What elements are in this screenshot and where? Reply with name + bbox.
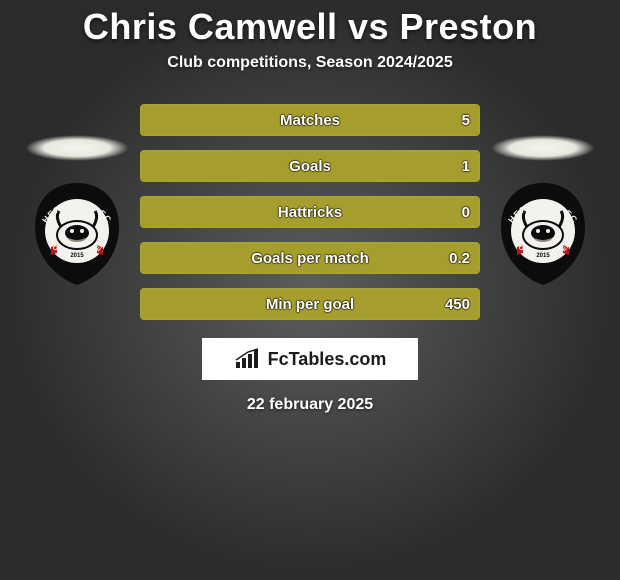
bar-value-right: 1: [462, 158, 470, 175]
club-crest-right: HEREFORD FC FOREVER UNITED 2015: [493, 179, 593, 289]
stat-bar: Matches 5: [140, 104, 480, 136]
ellipse-shadow-left: [25, 135, 129, 161]
stat-bar: Goals per match 0.2: [140, 242, 480, 274]
stat-bars: Matches 5 Goals 1 Hattricks 0 Goals per …: [140, 104, 480, 320]
bar-label: Matches: [280, 112, 340, 129]
player2-column: HEREFORD FC FOREVER UNITED 2015: [488, 135, 598, 289]
ellipse-shadow-right: [491, 135, 595, 161]
bar-label: Goals per match: [251, 250, 369, 267]
bar-label: Goals: [289, 158, 331, 175]
main-row: HEREFORD FC FOREVER UNITED 2015 Matches …: [0, 104, 620, 320]
crest-year: 2015: [70, 253, 84, 259]
page-title: Chris Camwell vs Preston: [83, 6, 537, 48]
stat-bar: Goals 1: [140, 150, 480, 182]
stat-bar: Min per goal 450: [140, 288, 480, 320]
crest-year: 2015: [536, 253, 550, 259]
infographic: Chris Camwell vs Preston Club competitio…: [0, 0, 620, 580]
page-subtitle: Club competitions, Season 2024/2025: [167, 54, 452, 72]
bar-label: Min per goal: [266, 296, 354, 313]
date-text: 22 february 2025: [247, 396, 373, 414]
player1-column: HEREFORD FC FOREVER UNITED 2015: [22, 135, 132, 289]
bar-value-right: 0: [462, 204, 470, 221]
bar-value-right: 450: [445, 296, 470, 313]
stat-bar: Hattricks 0: [140, 196, 480, 228]
brand-box: FcTables.com: [202, 338, 418, 380]
bar-value-right: 0.2: [449, 250, 470, 267]
bar-label: Hattricks: [278, 204, 342, 221]
bar-value-right: 5: [462, 112, 470, 129]
club-crest-left: HEREFORD FC FOREVER UNITED 2015: [27, 179, 127, 289]
brand-text: FcTables.com: [268, 349, 387, 370]
brand-chart-icon: [234, 348, 262, 370]
